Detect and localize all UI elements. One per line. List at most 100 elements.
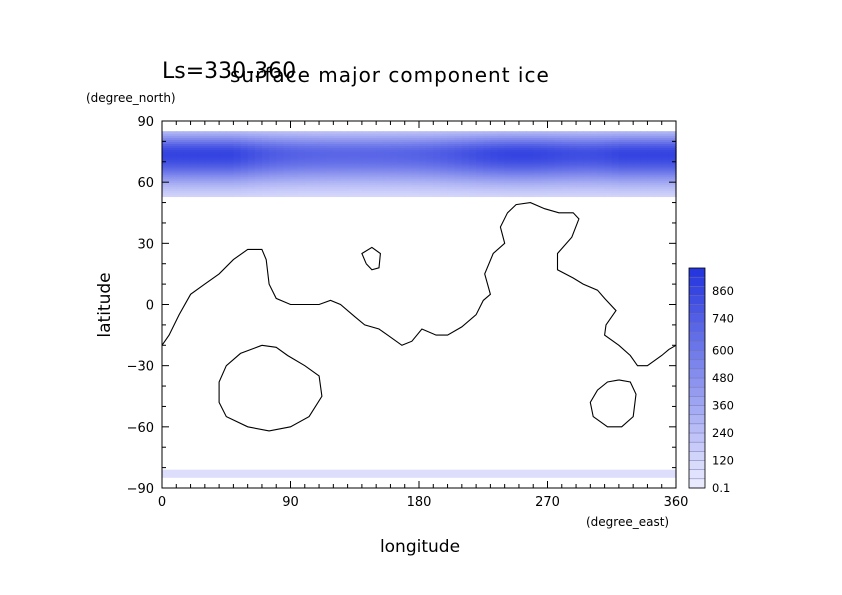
north-cap-cell — [333, 159, 342, 163]
north-cap-cell — [361, 178, 370, 181]
north-cap-cell — [397, 184, 406, 187]
north-cap-cell — [440, 165, 449, 169]
north-cap-cell — [576, 143, 584, 147]
north-cap-cell — [311, 194, 320, 198]
north-cap-cell — [611, 192, 620, 195]
north-cap-cell — [490, 145, 499, 149]
north-cap-cell — [226, 143, 234, 147]
north-cap-cell — [668, 151, 677, 155]
north-cap-cell — [404, 137, 413, 140]
north-cap-cell — [590, 194, 599, 198]
north-cap-cell — [326, 190, 334, 193]
north-cap-cell — [554, 180, 563, 183]
north-cap-cell — [197, 180, 206, 183]
north-cap-cell — [376, 141, 384, 145]
north-cap-cell — [233, 174, 242, 177]
north-cap-cell — [290, 131, 299, 134]
north-cap-cell — [540, 141, 549, 145]
north-cap-cell — [240, 141, 249, 145]
north-cap-cell — [561, 167, 570, 171]
north-cap-cell — [604, 133, 613, 136]
north-cap-cell — [540, 165, 549, 169]
north-cap-cell — [219, 131, 227, 134]
north-cap-cell — [304, 165, 313, 169]
north-cap-cell — [176, 153, 185, 157]
north-cap-cell — [433, 182, 442, 185]
north-cap-cell — [640, 184, 649, 187]
north-cap-cell — [597, 133, 606, 136]
north-cap-cell — [597, 176, 606, 179]
north-cap-cell — [197, 143, 206, 147]
north-cap-cell — [647, 163, 656, 167]
north-cap-cell — [511, 169, 520, 173]
north-cap-cell — [304, 169, 313, 173]
north-cap-cell — [276, 155, 284, 159]
north-cap-cell — [397, 141, 406, 145]
north-cap-cell — [397, 139, 406, 142]
north-cap-cell — [454, 161, 463, 165]
north-cap-cell — [540, 153, 549, 157]
north-cap-cell — [311, 176, 320, 179]
north-cap-cell — [240, 139, 249, 142]
north-cap-cell — [618, 190, 627, 193]
north-cap-cell — [490, 139, 499, 142]
north-cap-cell — [376, 131, 384, 134]
north-cap-cell — [297, 151, 306, 155]
north-cap-cell — [590, 180, 599, 183]
north-cap-cell — [297, 192, 306, 195]
north-cap-cell — [547, 141, 556, 145]
north-cap-cell — [304, 180, 313, 183]
north-cap-cell — [476, 178, 484, 181]
north-cap-cell — [647, 174, 656, 177]
north-cap-cell — [240, 167, 249, 171]
north-cap-cell — [397, 167, 406, 171]
north-cap-cell — [197, 139, 206, 142]
north-cap-cell — [390, 135, 399, 138]
north-cap-cell — [483, 133, 491, 136]
north-cap-cell — [211, 182, 220, 185]
north-cap-cell — [204, 133, 213, 136]
north-cap-cell — [176, 188, 185, 191]
north-cap-cell — [561, 194, 570, 198]
north-cap-cell — [511, 165, 520, 169]
north-cap-cell — [361, 145, 370, 149]
north-cap-cell — [561, 151, 570, 155]
north-cap-cell — [276, 169, 284, 173]
north-cap-cell — [568, 135, 577, 138]
north-cap-cell — [404, 131, 413, 134]
north-cap-cell — [290, 192, 299, 195]
north-cap-cell — [361, 159, 370, 163]
north-cap-cell — [326, 135, 334, 138]
north-cap-cell — [561, 131, 570, 134]
north-cap-cell — [483, 137, 491, 140]
north-cap-cell — [311, 184, 320, 187]
north-cap-cell — [626, 157, 634, 161]
north-cap-cell — [476, 167, 484, 171]
north-cap-cell — [383, 133, 392, 136]
north-cap-cell — [426, 169, 434, 173]
colorbar-cell — [689, 469, 705, 480]
north-cap-cell — [190, 159, 199, 163]
north-cap-cell — [440, 143, 449, 147]
north-cap-cell — [554, 147, 563, 151]
north-cap-cell — [626, 163, 634, 167]
colorbar-cell — [689, 268, 705, 278]
north-cap-cell — [361, 157, 370, 161]
north-cap-cell — [340, 190, 349, 193]
north-cap-cell — [476, 157, 484, 161]
north-cap-cell — [461, 137, 470, 140]
north-cap-cell — [419, 178, 427, 181]
north-cap-cell — [411, 190, 420, 193]
north-cap-cell — [204, 171, 213, 175]
north-cap-cell — [426, 178, 434, 181]
north-cap-cell — [347, 163, 356, 167]
north-cap-cell — [333, 167, 342, 171]
north-cap-cell — [169, 171, 177, 175]
north-cap-cell — [190, 143, 199, 147]
north-cap-cell — [247, 174, 256, 177]
north-cap-cell — [297, 176, 306, 179]
north-cap-cell — [283, 174, 292, 177]
north-cap-cell — [233, 167, 242, 171]
north-cap-cell — [647, 157, 656, 161]
north-cap-cell — [668, 186, 677, 189]
